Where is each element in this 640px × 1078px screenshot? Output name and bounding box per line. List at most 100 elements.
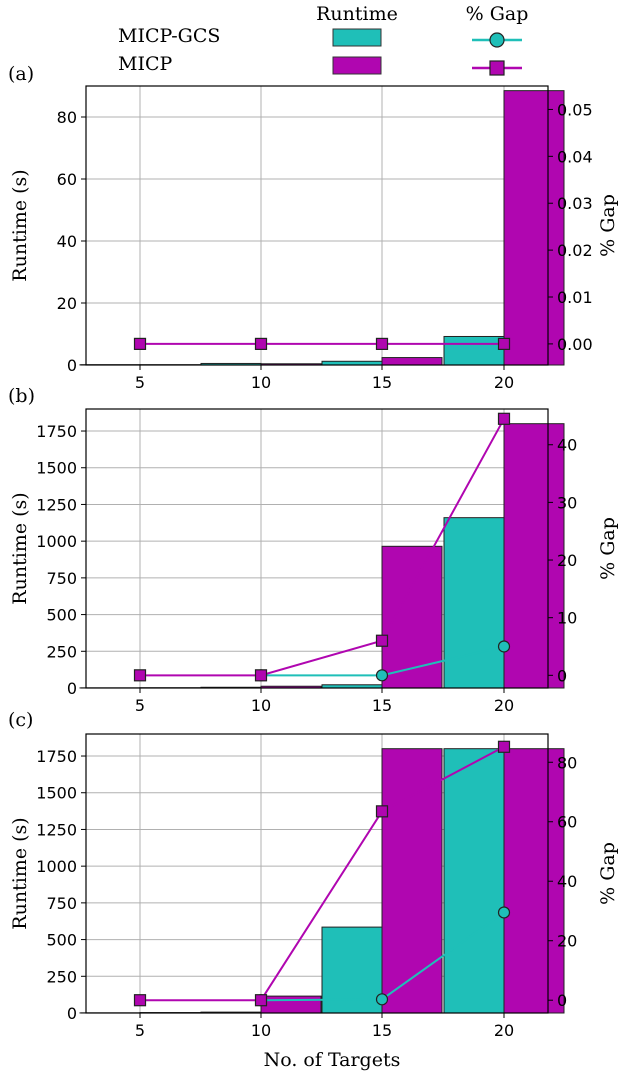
- gap-point-micp-15: [375, 337, 389, 350]
- panel-b: (b) 0 250 500 750 1000 1250 1500 1750 0 10 20 30 40 5 1…: [8, 385, 619, 715]
- y2-tick-label: 0.01: [557, 288, 593, 307]
- y2-tick-label: 20: [557, 551, 577, 570]
- gap-point-micp-10: [254, 669, 268, 682]
- x-tick-label: 15: [372, 373, 392, 392]
- gap-point-micp-gcs-15: [375, 669, 389, 682]
- y-tick-label: 250: [46, 967, 77, 986]
- y-tick-label: 20: [57, 294, 77, 313]
- y2-tick-label: 0.00: [557, 335, 593, 354]
- y-axis-label: Runtime (s): [9, 169, 31, 281]
- y-tick-label: 60: [57, 170, 77, 189]
- y-tick-label: 750: [46, 894, 77, 913]
- bar-micp-gcs-20: [443, 517, 505, 689]
- y-tick-label: 500: [46, 606, 77, 625]
- bar-micp-gcs-20: [443, 335, 505, 366]
- gap-point-micp-10: [254, 994, 268, 1007]
- y-tick-label: 750: [46, 569, 77, 588]
- panel-label: (a): [8, 63, 34, 85]
- legend-label-micp: MICP: [118, 53, 172, 75]
- bar-micp-gcs-20: [443, 748, 505, 1014]
- y2-axis-label: % Gap: [597, 194, 619, 257]
- legend-label-micp-gcs: MICP-GCS: [118, 25, 220, 47]
- gap-point-micp-gcs-15: [375, 993, 389, 1006]
- y2-tick-label: 0.03: [557, 194, 593, 213]
- plot-frame: [85, 85, 549, 366]
- bar-micp-15: [381, 748, 443, 1014]
- y2-tick-label: 10: [557, 609, 577, 628]
- y2-tick-label: 80: [557, 753, 577, 772]
- y-tick-label: 80: [57, 108, 77, 127]
- x-tick-label: 10: [251, 1021, 271, 1040]
- legend-runtime-header: Runtime: [316, 3, 398, 25]
- y-tick-label: 1000: [36, 857, 77, 876]
- x-tick-label: 5: [135, 373, 145, 392]
- y2-tick-label: 0: [557, 991, 567, 1010]
- y2-axis-label: % Gap: [597, 842, 619, 905]
- x-tick-label: 5: [135, 1021, 145, 1040]
- bar-micp-15: [381, 545, 443, 689]
- bar-micp-10: [260, 995, 322, 1014]
- x-tick-label: 15: [372, 1021, 392, 1040]
- y2-axis-label: % Gap: [597, 517, 619, 580]
- x-tick-label: 20: [494, 373, 514, 392]
- bar-micp-20: [503, 748, 565, 1014]
- gap-point-micp-5: [133, 994, 147, 1007]
- gap-point-micp-20: [497, 412, 511, 425]
- x-tick-label: 10: [251, 373, 271, 392]
- x-tick-label: 5: [135, 696, 145, 715]
- gap-point-micp-5: [133, 669, 147, 682]
- y-tick-label: 40: [57, 232, 77, 251]
- gap-point-micp-gcs-20: [497, 640, 511, 653]
- y2-tick-label: 40: [557, 436, 577, 455]
- y-tick-label: 0: [67, 1004, 77, 1023]
- y-tick-label: 1500: [36, 784, 77, 803]
- gap-point-micp-20: [497, 337, 511, 350]
- bar-micp-20: [503, 423, 565, 689]
- bar-micp-15: [381, 357, 443, 366]
- y2-tick-label: 0.05: [557, 100, 593, 119]
- y2-tick-label: 20: [557, 932, 577, 951]
- y-tick-label: 1250: [36, 820, 77, 839]
- panel-label: (c): [8, 709, 33, 731]
- x-tick-label: 15: [372, 696, 392, 715]
- y-tick-label: 500: [46, 931, 77, 950]
- legend: Runtime % Gap MICP-GCS MICP: [118, 3, 529, 76]
- gap-point-micp-gcs-20: [497, 906, 511, 919]
- x-tick-label: 20: [494, 696, 514, 715]
- gap-point-micp-5: [133, 337, 147, 350]
- legend-swatch-micp-bar: [332, 56, 382, 75]
- y-tick-label: 0: [67, 679, 77, 698]
- legend-gap-header: % Gap: [466, 3, 529, 25]
- gap-point-micp-15: [375, 805, 389, 818]
- y2-tick-label: 40: [557, 872, 577, 891]
- legend-marker-micp-gcs: [489, 32, 505, 48]
- x-tick-label: 10: [251, 696, 271, 715]
- plot-frame: [85, 408, 549, 689]
- plot-frame: [85, 733, 549, 1014]
- y2-tick-label: 60: [557, 813, 577, 832]
- x-axis-label: No. of Targets: [264, 1049, 401, 1071]
- y-tick-label: 1750: [36, 422, 77, 441]
- y-tick-label: 1250: [36, 495, 77, 514]
- y-tick-label: 0: [67, 356, 77, 375]
- y-axis-label: Runtime (s): [9, 817, 31, 929]
- x-tick-label: 20: [494, 1021, 514, 1040]
- gap-line-micp: [140, 745, 505, 1002]
- y2-tick-label: 0: [557, 666, 567, 685]
- panel-label: (b): [8, 385, 35, 407]
- y-tick-label: 1000: [36, 532, 77, 551]
- bar-micp-20: [503, 90, 565, 366]
- y-tick-label: 250: [46, 642, 77, 661]
- y-tick-label: 1750: [36, 747, 77, 766]
- gap-point-micp-15: [375, 634, 389, 647]
- panel-c: (c) 0 250 500 750 1000 1250 1500 1750 0 20 40 60 80 5 1…: [8, 709, 619, 1040]
- legend-swatch-micp-gcs-bar: [332, 28, 382, 47]
- gap-point-micp-20: [497, 740, 511, 753]
- panel-a: (a) 0 20 40 60 80 0.00 0.01 0.02 0.03 0.04 0.05 5 10 1…: [8, 63, 619, 392]
- y-axis-label: Runtime (s): [9, 492, 31, 604]
- y2-tick-label: 0.02: [557, 241, 593, 260]
- y2-tick-label: 30: [557, 493, 577, 512]
- y-tick-label: 1500: [36, 459, 77, 478]
- gap-line-micp: [140, 418, 505, 677]
